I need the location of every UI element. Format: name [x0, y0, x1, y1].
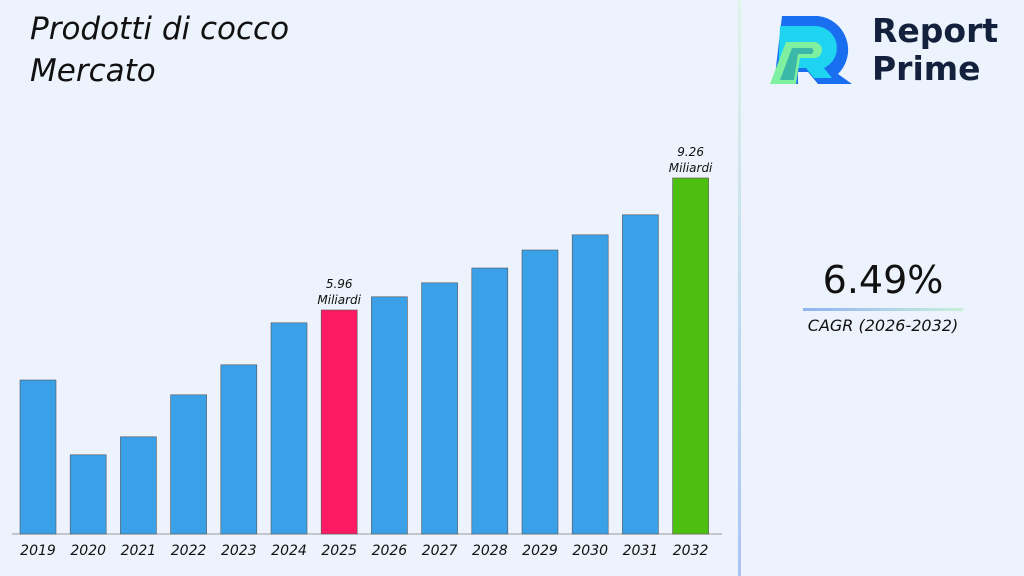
bar-2022: [170, 394, 207, 535]
x-tick-label: 2024: [271, 543, 307, 559]
brand-line-1: Report: [872, 11, 999, 50]
chart-title: Prodotti di cocco Mercato: [30, 8, 289, 92]
x-tick-label: 2032: [673, 543, 709, 559]
title-line-1: Prodotti di cocco: [30, 11, 290, 47]
bar-2028: [471, 267, 509, 535]
data-label: Miliardi: [317, 293, 361, 307]
cagr-underline: [803, 308, 963, 311]
bar-2026: [371, 296, 408, 535]
report-prime-logo-icon: [770, 16, 852, 84]
cagr-label: CAGR (2026-2032): [807, 316, 959, 335]
x-tick-label: 2023: [221, 543, 257, 559]
divider: [738, 0, 741, 576]
bar-2019: [19, 379, 57, 535]
brand-name: Report Prime: [872, 12, 998, 88]
x-tick-label: 2026: [372, 543, 408, 559]
x-tick-label: 2025: [321, 543, 357, 559]
cagr-value: 6.49%: [822, 258, 944, 302]
x-tick-label: 2019: [20, 543, 56, 559]
bar-2020: [69, 454, 107, 535]
x-tick-label: 2028: [472, 543, 508, 559]
x-tick-label: 2022: [171, 543, 207, 559]
bar-2030: [571, 234, 609, 535]
bar-2032: [672, 177, 709, 535]
title-line-2: Mercato: [30, 53, 156, 89]
bar-2024: [270, 322, 308, 535]
x-tick-label: 2031: [623, 543, 659, 559]
bar-chart: 2019 2020 2021 2022 2023 2024 2025 5.96 Miliardi…: [12, 145, 722, 559]
bar-2025: [320, 309, 358, 535]
x-tick-label: 2027: [422, 543, 458, 559]
x-tick-label: 2020: [70, 543, 106, 559]
brand-line-2: Prime: [872, 49, 981, 88]
bar-2027: [421, 282, 458, 535]
x-tick-label: 2029: [522, 543, 558, 559]
bar-2021: [120, 436, 157, 535]
data-label: 5.96: [326, 277, 353, 291]
bar-2029: [521, 249, 559, 535]
x-tick-label: 2030: [572, 543, 608, 559]
bar-2023: [220, 364, 258, 535]
data-label: 9.26: [677, 145, 704, 159]
bar-2031: [622, 214, 659, 535]
x-tick-label: 2021: [121, 543, 157, 559]
data-label: Miliardi: [669, 161, 713, 175]
